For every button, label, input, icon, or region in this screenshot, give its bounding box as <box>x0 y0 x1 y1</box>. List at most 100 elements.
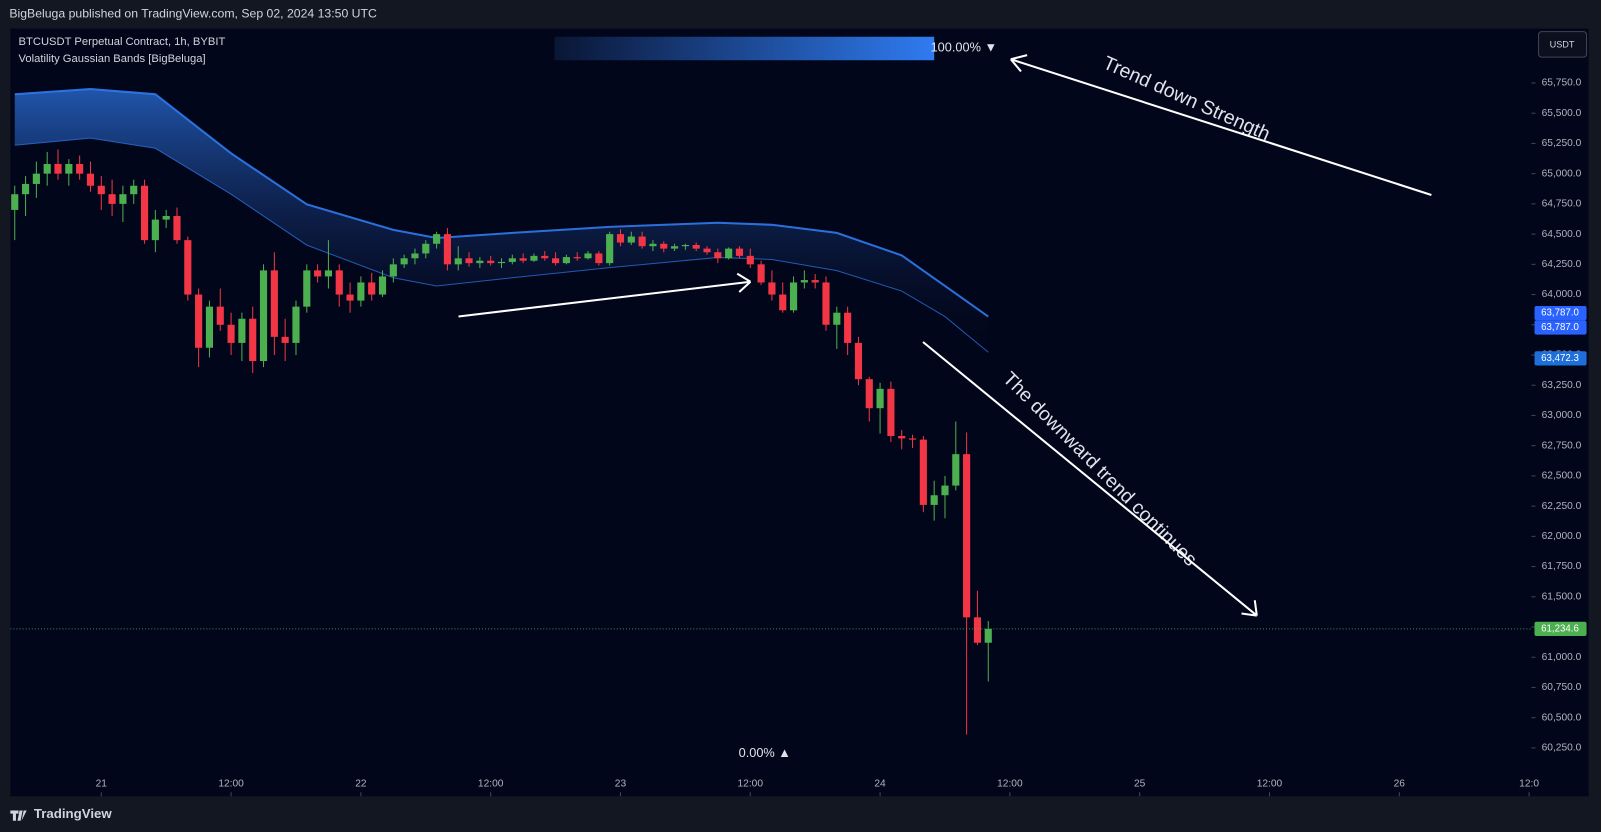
candle-body <box>692 244 700 249</box>
candle-body <box>670 246 679 249</box>
candle-body <box>562 257 570 264</box>
candle-body <box>606 234 614 264</box>
candle-body <box>476 260 484 264</box>
arrow <box>1010 54 1432 196</box>
candle-body <box>908 438 917 440</box>
candle-body <box>324 270 333 277</box>
candle-body <box>952 454 960 486</box>
y-tick-label: 62,750.0 <box>1542 440 1582 451</box>
x-tick-label: 12:0 <box>1519 779 1539 790</box>
candle-body <box>530 255 538 261</box>
x-tick-label: 12:00 <box>218 779 244 790</box>
y-tick-label: 65,000.0 <box>1542 168 1582 179</box>
candle-body <box>725 248 733 259</box>
x-tick-label: 23 <box>615 779 627 790</box>
candle-body <box>140 185 149 241</box>
candle-body <box>454 258 462 265</box>
candle-body <box>703 248 711 253</box>
candle-body <box>314 270 322 277</box>
arrow <box>922 341 1258 617</box>
currency-button[interactable] <box>1538 31 1588 58</box>
strength-label: 0.00% ▲ <box>739 745 791 760</box>
x-tick-label: 12:00 <box>478 779 504 790</box>
price-label: 63,472.3 <box>1541 353 1579 364</box>
candle-body <box>552 258 560 264</box>
candle-body <box>195 294 203 348</box>
candle-body <box>779 294 787 311</box>
price-label-box <box>1534 351 1587 366</box>
candle-body <box>238 318 246 343</box>
candle-body <box>205 306 214 348</box>
candle-body <box>249 318 257 362</box>
x-tick-label: 12:00 <box>1257 779 1283 790</box>
candle-body <box>151 219 159 241</box>
candle-body <box>973 617 982 643</box>
candle-body <box>854 342 863 380</box>
candle-body <box>800 280 808 283</box>
header: BigBeluga published on TradingView.com, … <box>9 7 377 21</box>
x-tick-label: 12:00 <box>738 779 764 790</box>
candle-body <box>541 255 549 259</box>
candle-body <box>422 243 430 254</box>
candle-body <box>768 282 776 295</box>
candle-body <box>162 215 170 220</box>
candle-body <box>898 436 906 439</box>
candle-body <box>227 324 235 343</box>
y-tick-label: 60,500.0 <box>1542 712 1582 723</box>
currency[interactable]: USDT <box>1550 39 1575 49</box>
candle-body <box>941 485 949 496</box>
y-tick-label: 62,500.0 <box>1542 471 1582 482</box>
candle-body <box>259 270 268 362</box>
price-label: 63,787.0 <box>1541 322 1579 333</box>
y-tick-label: 62,250.0 <box>1542 501 1582 512</box>
indicator-title: Volatility Gaussian Bands [BigBeluga] <box>19 53 206 65</box>
plot <box>10 88 1532 735</box>
candle-body <box>833 312 841 325</box>
candle-body <box>389 264 397 277</box>
candle-body <box>887 388 895 437</box>
candle-body <box>43 163 51 174</box>
candle-body <box>930 495 938 505</box>
y-tick-label: 64,500.0 <box>1542 229 1582 240</box>
candle-body <box>757 264 765 283</box>
price-label: 63,787.0 <box>1541 308 1579 319</box>
brand: TradingView <box>34 806 113 821</box>
candle-body <box>822 282 830 325</box>
strength-label: 100.00% ▼ <box>931 39 998 54</box>
candle-body <box>660 243 668 249</box>
candle-body <box>443 234 451 265</box>
y-tick-label: 63,000.0 <box>1542 410 1582 421</box>
band-line <box>14 137 989 353</box>
candle-body <box>357 282 365 301</box>
candle-body <box>519 258 527 261</box>
band-fill <box>14 89 989 353</box>
y-tick-label: 61,750.0 <box>1542 561 1582 572</box>
candle-body <box>108 194 116 204</box>
candle-body <box>984 628 992 643</box>
candle-body <box>54 163 62 174</box>
y-tick-label: 65,750.0 <box>1542 78 1582 89</box>
y-tick-label: 60,750.0 <box>1542 682 1582 693</box>
y-tick-label: 63,250.0 <box>1542 380 1582 391</box>
candle-body <box>335 270 343 295</box>
x-tick-label: 21 <box>96 779 108 790</box>
candle-body <box>508 258 516 262</box>
y-tick-label: 60,250.0 <box>1542 743 1582 754</box>
x-tick-label: 22 <box>355 779 367 790</box>
y-tick-label: 65,250.0 <box>1542 138 1582 149</box>
price-label-box <box>1534 320 1587 335</box>
candle-body <box>638 236 646 247</box>
y-tick-label: 65,500.0 <box>1542 108 1582 119</box>
candle-body <box>32 173 40 184</box>
candle-body <box>811 280 819 283</box>
candle-body <box>497 261 506 264</box>
y-tick-label: 64,750.0 <box>1542 199 1582 210</box>
price-label-box <box>1534 306 1587 321</box>
candle-body <box>616 234 625 243</box>
candle-body <box>789 282 798 311</box>
candle-body <box>303 270 311 307</box>
footer-logo: TradingView <box>10 806 112 821</box>
price-label-box <box>1534 621 1587 637</box>
y-tick-label: 64,000.0 <box>1542 289 1582 300</box>
candle-body <box>411 253 419 259</box>
